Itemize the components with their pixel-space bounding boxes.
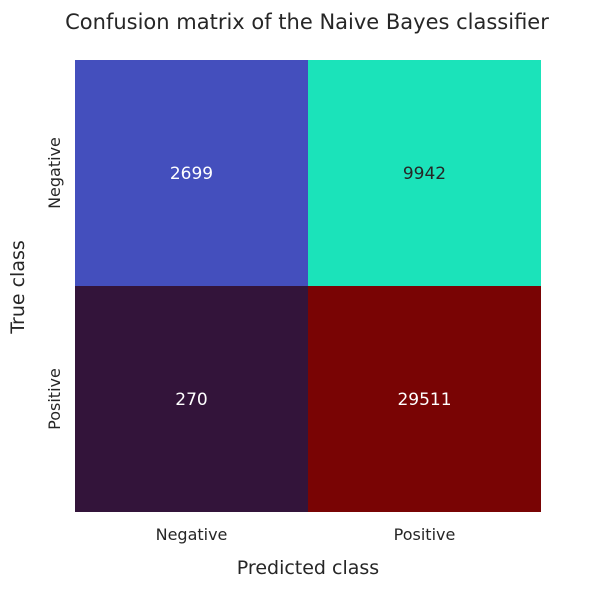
heatmap-cell xyxy=(75,286,308,512)
cell-annotations: 2699 9942 270 29511 xyxy=(170,164,452,410)
cell-value-label: 2699 xyxy=(170,164,213,184)
heatmap-cells xyxy=(75,60,541,512)
x-tick-label: Positive xyxy=(394,525,456,544)
y-tick-labels: Negative Positive xyxy=(45,137,64,430)
y-axis-label: True class xyxy=(7,240,29,335)
y-tick-label: Negative xyxy=(45,137,64,209)
y-tick-label: Positive xyxy=(45,368,64,430)
x-axis-label: Predicted class xyxy=(237,557,379,579)
cell-value-label: 270 xyxy=(175,390,207,410)
cell-value-label: 29511 xyxy=(397,390,451,410)
x-tick-label: Negative xyxy=(156,525,228,544)
heatmap-cell xyxy=(308,60,541,286)
x-tick-labels: Negative Positive xyxy=(156,525,456,544)
chart-title: Confusion matrix of the Naive Bayes clas… xyxy=(65,10,549,34)
heatmap-cell xyxy=(308,286,541,512)
heatmap-cell xyxy=(75,60,308,286)
cell-value-label: 9942 xyxy=(403,164,446,184)
